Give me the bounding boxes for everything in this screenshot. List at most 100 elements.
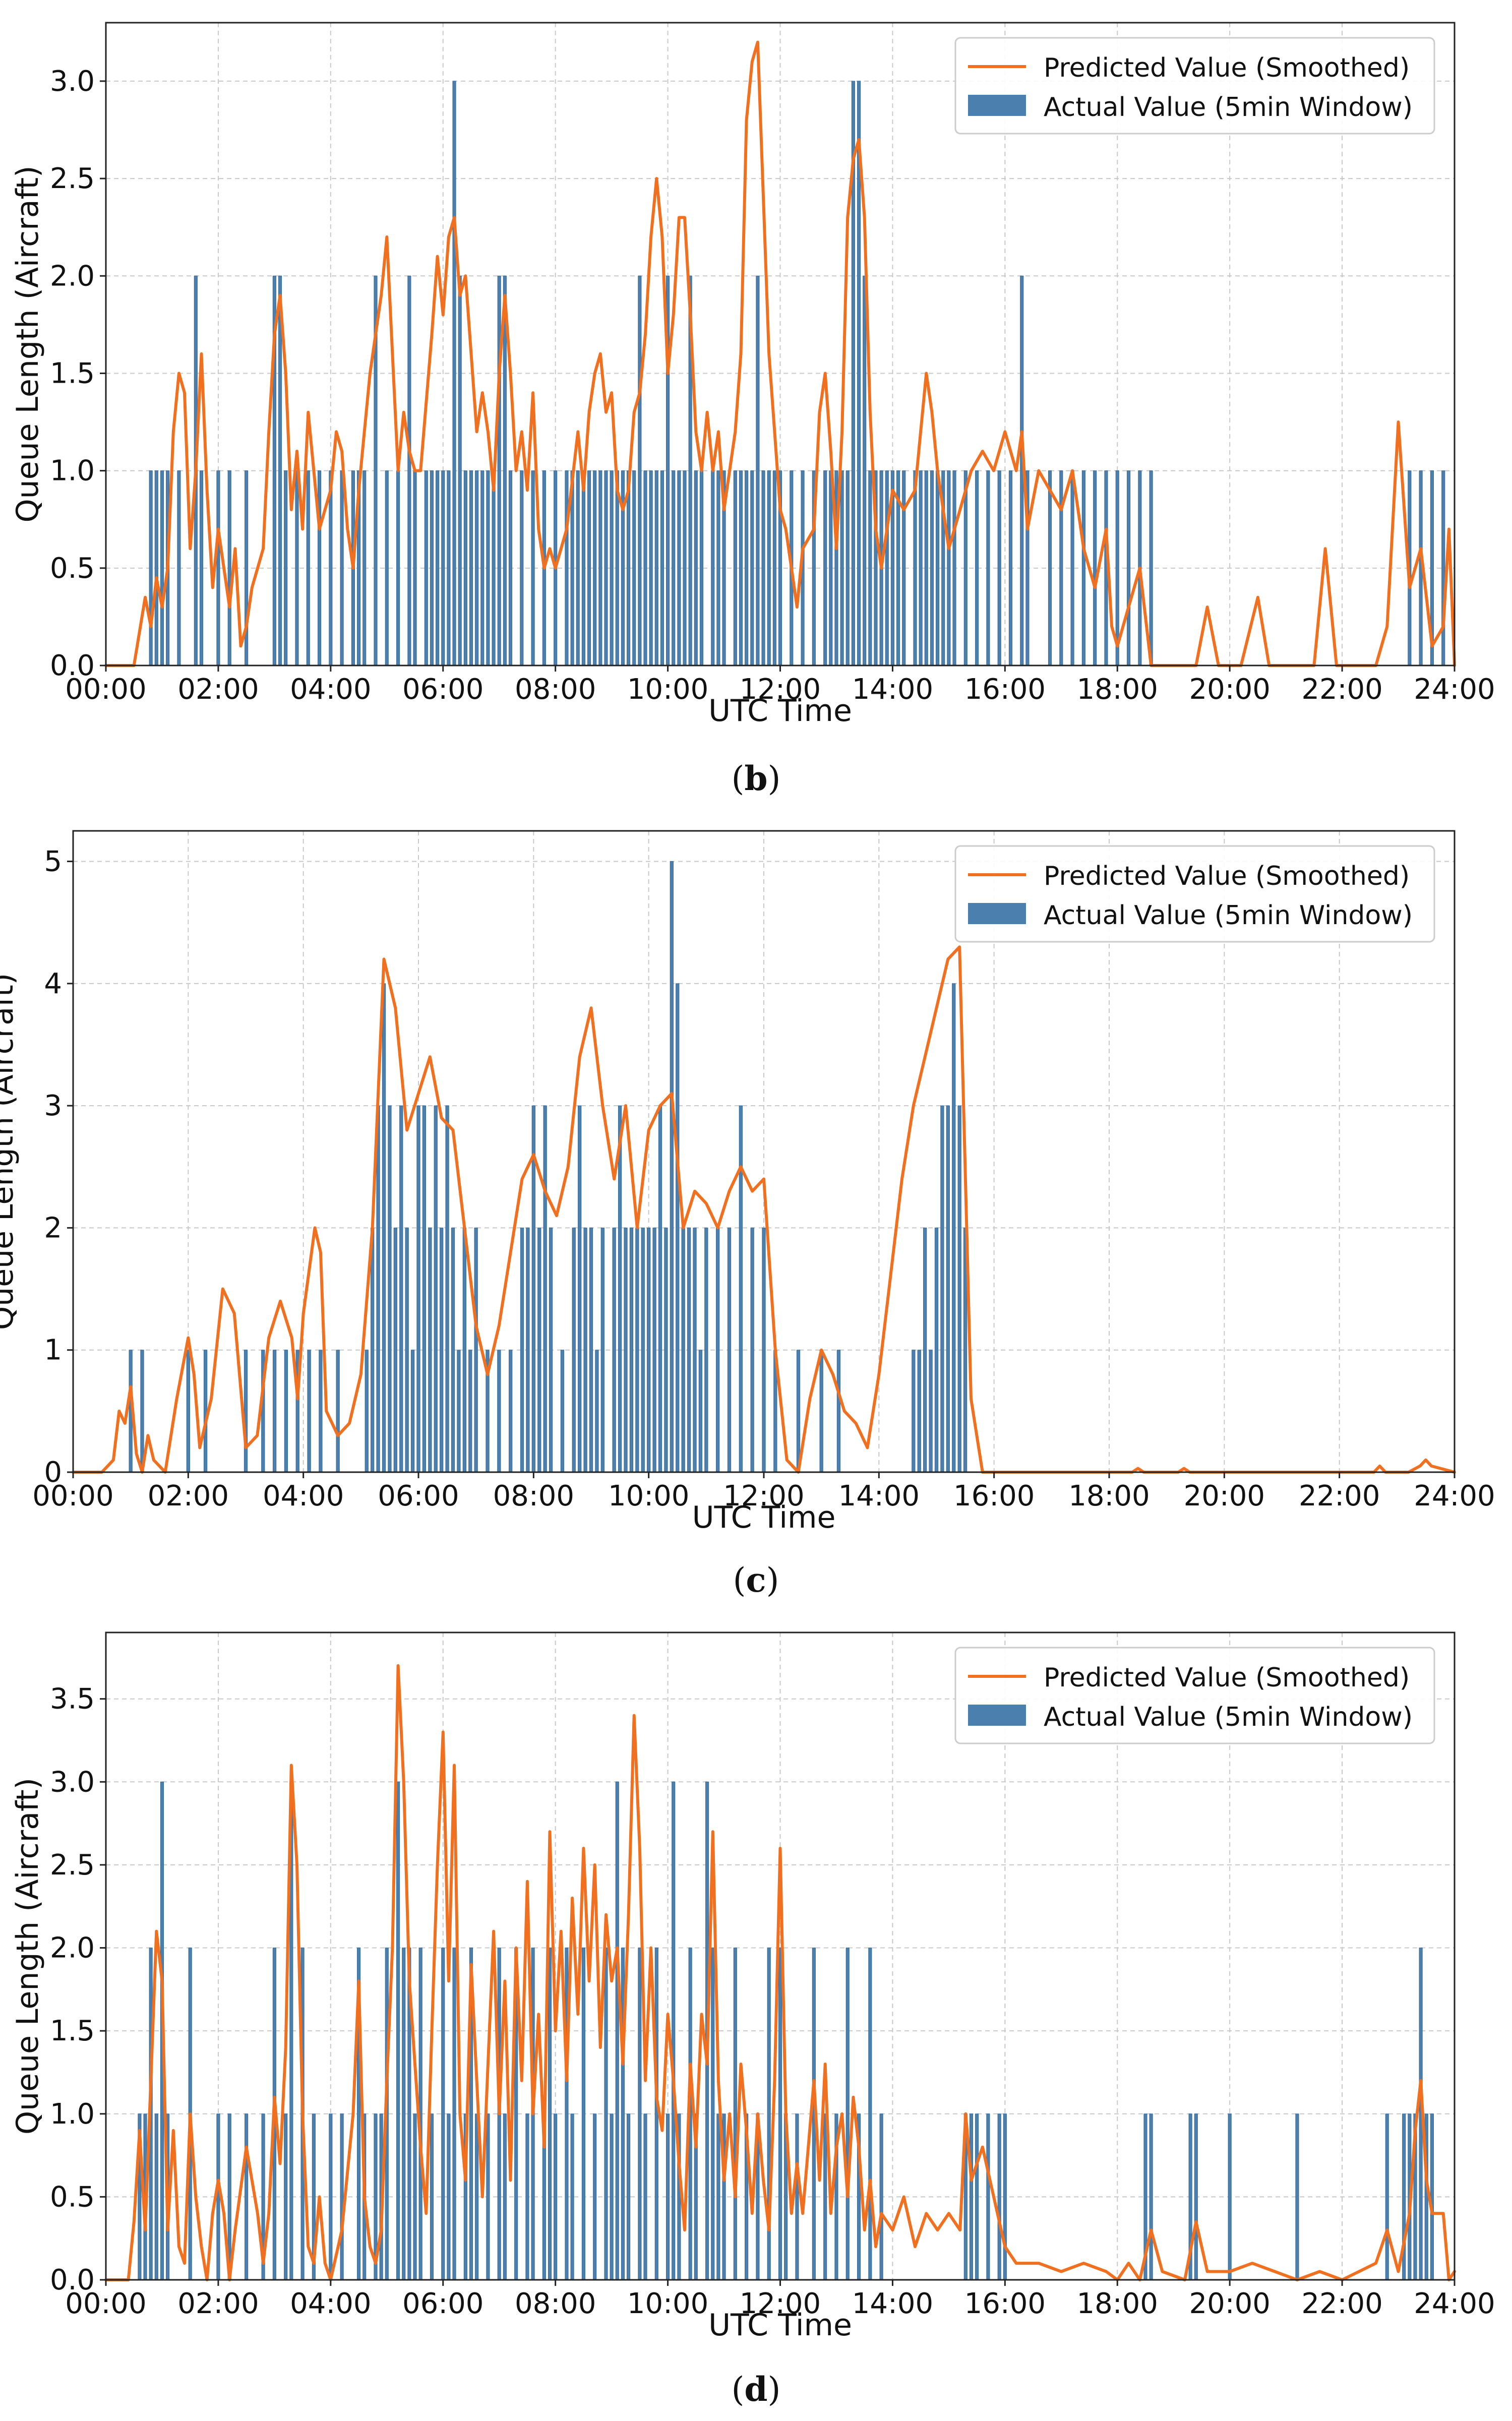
chart-d-bar [216, 2113, 220, 2280]
chart-c-bar [658, 1105, 662, 1473]
chart-c-bar [589, 1227, 593, 1473]
chart-c-bar [457, 1350, 461, 1473]
chart-b-bar [829, 470, 833, 666]
chart-b-bar [756, 275, 760, 666]
chart-c-bar [186, 1350, 190, 1473]
chart-c-bar [687, 1227, 691, 1473]
chart-c-ytick-label: 2 [44, 1212, 62, 1244]
chart-b-bar [643, 470, 647, 666]
chart-d-bar [1003, 2113, 1007, 2280]
chart-c-predicted-line [72, 945, 1456, 1474]
chart-b-bar [823, 470, 827, 666]
chart-c-legend: Predicted Value (Smoothed) Actual Value (… [954, 845, 1435, 943]
chart-c-bar [676, 983, 680, 1473]
chart-c-xtick-label: 06:00 [378, 1480, 459, 1512]
chart-b-bar [492, 470, 496, 666]
chart-c-xtick-label: 14:00 [838, 1480, 920, 1512]
chart-c-xtick-label: 22:00 [1299, 1480, 1380, 1512]
chart-c-bar [526, 1227, 530, 1473]
chart-b-bar [913, 470, 917, 666]
chart-c-xtick-label: 18:00 [1068, 1480, 1150, 1512]
chart-b-bar [1441, 470, 1445, 666]
chart-c-bar [405, 1227, 409, 1473]
chart-b-bar [845, 470, 850, 666]
chart-d-bar [716, 2113, 720, 2280]
chart-c-bar [284, 1350, 288, 1473]
chart-c-bar [399, 1105, 403, 1473]
chart-b-bar [508, 470, 513, 666]
chart-d-bar [1430, 2113, 1434, 2280]
chart-b-bar [963, 470, 967, 666]
chart-c-ylabel: Queue Length (Aircraft) [0, 973, 20, 1330]
chart-b-bar [216, 470, 220, 666]
chart-b-bar [160, 470, 164, 666]
chart-d-xlabel: UTC Time [708, 2308, 852, 2343]
chart-b-bar [452, 81, 456, 666]
chart-d-ytick-label: 1.5 [50, 2015, 95, 2047]
panel-label-c-letter: c [746, 1560, 766, 1600]
chart-b-legend-box [954, 37, 1435, 135]
chart-c-xtick-label: 16:00 [953, 1480, 1035, 1512]
chart-c-bar [929, 1350, 933, 1473]
chart-b-bar [660, 470, 664, 666]
chart-c-bar [440, 1227, 444, 1473]
panel-label-d-letter: d [744, 2370, 768, 2409]
chart-b-bar [576, 470, 580, 666]
chart-c-bar [140, 1350, 144, 1473]
chart-d-bar [666, 2113, 670, 2280]
chart-d-bar [593, 2113, 597, 2280]
chart-b-xtick-label: 04:00 [290, 673, 371, 706]
chart-c-bar [796, 1350, 801, 1473]
chart-c-bar [422, 1105, 427, 1473]
chart-b-bar [1115, 470, 1119, 666]
chart-b-bar [604, 470, 608, 666]
chart-c-bar [652, 1227, 656, 1473]
chart-b-xtick-label: 06:00 [402, 673, 483, 706]
chart-d-legend-label-predicted: Predicted Value (Smoothed) [1044, 1663, 1410, 1693]
chart-b-bar [716, 470, 720, 666]
chart-c-bar [307, 1350, 311, 1473]
chart-b-xtick-label: 02:00 [177, 673, 259, 706]
chart-d-bar [845, 1948, 850, 2280]
chart-b-bar [750, 470, 754, 666]
chart-b-bar [930, 470, 934, 666]
chart-b-bar [638, 275, 642, 666]
chart-c-bar [336, 1350, 340, 1473]
chart-d-bar [795, 2113, 799, 2280]
chart-b-xtick-label: 22:00 [1301, 673, 1382, 706]
chart-c-bar [664, 1227, 668, 1473]
chart-b-bar [739, 470, 743, 666]
chart-b-bar [654, 470, 658, 666]
chart-c-bar [762, 1227, 766, 1473]
chart-b-xtick-label: 12:00 [740, 673, 821, 706]
chart-c-bar [451, 1227, 455, 1473]
chart-c-bar [934, 1227, 939, 1473]
chart-b-bar [329, 470, 333, 666]
chart-b-bar [430, 470, 434, 666]
chart-c-bar [549, 1227, 553, 1473]
chart-c-bar [750, 1227, 754, 1473]
chart-c-bar [388, 1105, 392, 1473]
chart-d-bar [626, 2113, 631, 2280]
chart-c-bar [272, 1350, 277, 1473]
chart-b-bar [1059, 470, 1063, 666]
chart-b-bar [413, 470, 417, 666]
chart-c-svg: 00:00 02:00 04:00 06:00 08:00 10:00 12:00 14:00… [0, 830, 1495, 1535]
chart-c-bar [520, 1227, 524, 1473]
chart-c-bar [635, 1227, 639, 1473]
chart-b-bar [469, 470, 473, 666]
chart-d-xtick-label: 02:00 [177, 2287, 259, 2320]
chart-c-bar [203, 1350, 208, 1473]
chart-d-bar [554, 2113, 558, 2280]
chart-c-bar [819, 1350, 823, 1473]
chart-c-ytick-label: 4 [44, 967, 62, 1000]
chart-b-bar [480, 470, 485, 666]
chart-b-bar [1093, 470, 1097, 666]
chart-c-ytick-label: 0 [44, 1456, 62, 1489]
chart-b-xtick-label: 00:00 [65, 673, 146, 706]
chart-c-bar [468, 1350, 472, 1473]
chart-d-bar [340, 2113, 344, 2280]
chart-c-bar [698, 1350, 703, 1473]
chart-d-bar [284, 2113, 288, 2280]
chart-b-bar [407, 275, 411, 666]
